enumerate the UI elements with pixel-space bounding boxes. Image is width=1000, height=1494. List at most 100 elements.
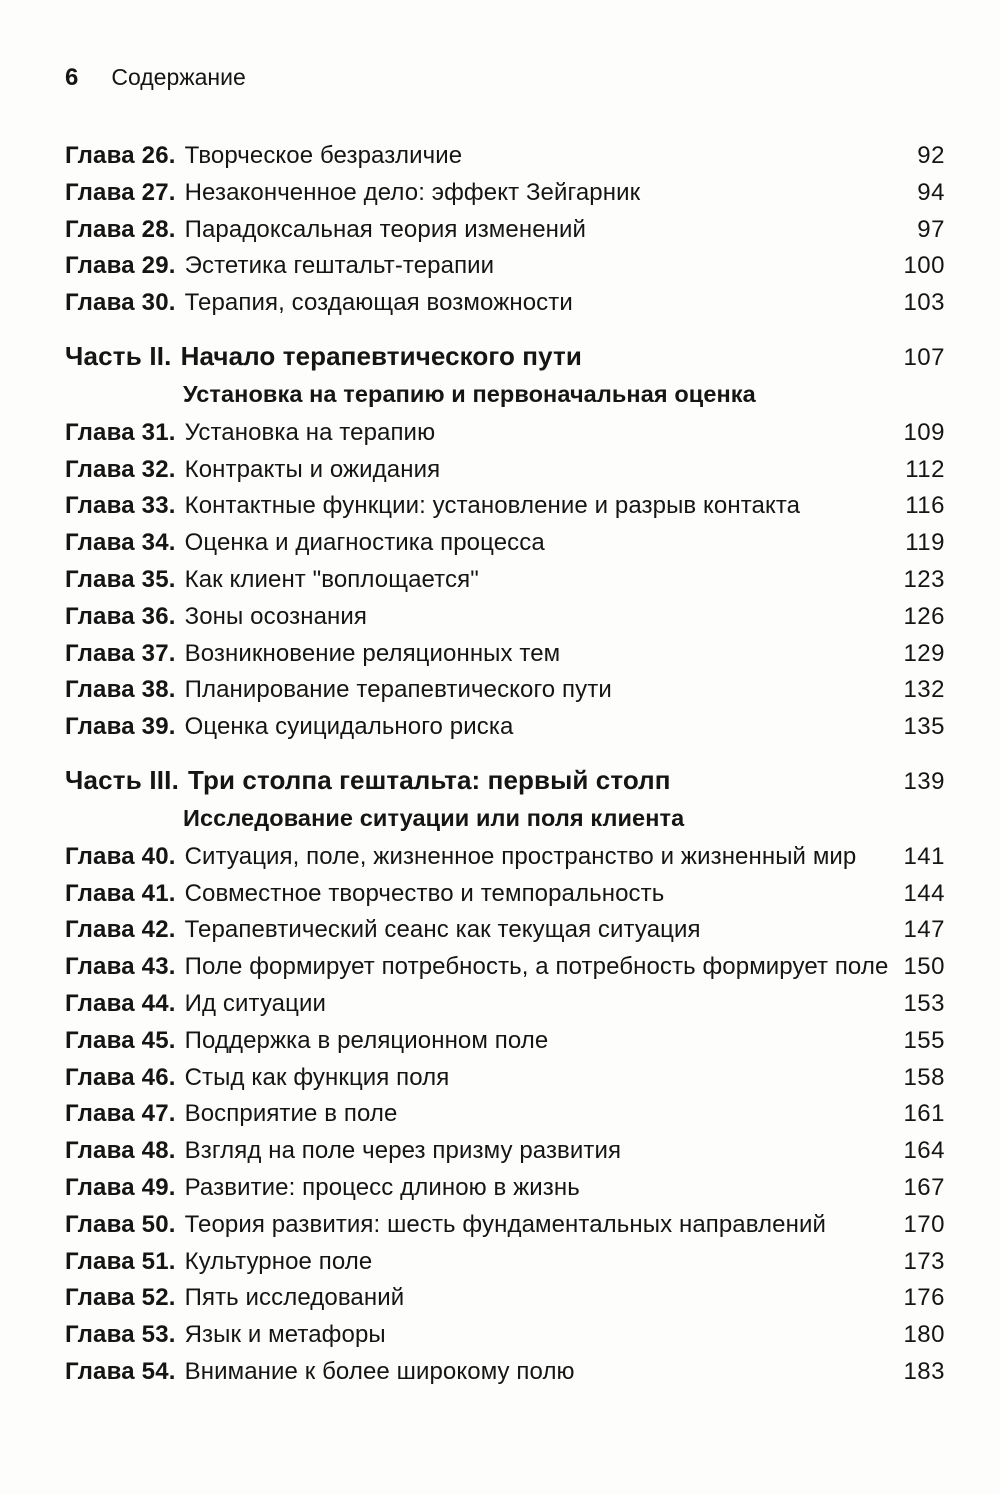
toc-chapter-row: Глава 43. Поле формирует потребность, а п…: [65, 949, 945, 986]
chapter-entry-text: Глава 34. Оценка и диагностика процесса: [65, 525, 545, 562]
chapter-page-number: 92: [917, 142, 945, 169]
chapter-label: Глава 27.: [65, 178, 176, 206]
chapter-label: Глава 31.: [65, 418, 176, 446]
chapter-page-number: 176: [903, 1284, 945, 1312]
chapter-title: Парадоксальная теория изменений: [184, 215, 587, 243]
toc-chapter-row: Глава 46. Стыд как функция поля 158: [65, 1060, 945, 1097]
chapter-entry-text: Глава 45. Поддержка в реляционном поле: [65, 1023, 548, 1060]
chapter-title: Поле формирует потребность, а потребност…: [184, 953, 889, 981]
header-page-number: 6: [65, 64, 79, 91]
part-subtitle: Исследование ситуации или поля клиента: [183, 804, 685, 831]
chapter-title: Совместное творчество и темпоральность: [184, 879, 665, 907]
chapter-title: Эстетика гештальт-терапии: [184, 252, 495, 280]
chapter-entry-text: Глава 50. Теория развития: шесть фундамен…: [65, 1207, 826, 1244]
header-title: Содержание: [111, 64, 246, 90]
chapter-title: Пять исследований: [184, 1284, 405, 1312]
chapter-label: Глава 52.: [65, 1284, 176, 1312]
chapter-title: Теория развития: шесть фундаментальных н…: [184, 1210, 826, 1238]
toc-chapter-row: Глава 53. Язык и метафоры 180: [65, 1317, 945, 1354]
chapter-page-number: 150: [903, 953, 945, 981]
chapter-page-number: 161: [903, 1100, 945, 1128]
toc-chapter-row: Глава 30. Терапия, создающая возможности …: [65, 285, 945, 322]
chapter-entry-text: Глава 36. Зоны осознания: [65, 599, 367, 636]
chapter-page-number: 173: [903, 1247, 945, 1275]
chapter-page-number: 119: [905, 529, 945, 557]
chapter-title: Возникновение реляционных тем: [184, 639, 561, 667]
part-entry-text: Часть II. Начало терапевтического пути: [65, 338, 582, 377]
chapter-entry-text: Глава 40. Ситуация, поле, жизненное прост…: [65, 839, 856, 876]
chapter-entry-text: Глава 48. Взгляд на поле через призму раз…: [65, 1133, 621, 1170]
chapter-label: Глава 45.: [65, 1026, 176, 1054]
chapter-label: Глава 37.: [65, 639, 176, 667]
toc-part-block: Часть III. Три столпа гештальта: первый с…: [65, 762, 945, 835]
chapter-title: Как клиент "воплощается": [184, 565, 479, 593]
toc-chapter-row: Глава 50. Теория развития: шесть фундамен…: [65, 1207, 945, 1244]
toc-chapter-row: Глава 33. Контактные функции: установлени…: [65, 488, 945, 525]
chapter-entry-text: Глава 52. Пять исследований: [65, 1280, 404, 1317]
chapter-page-number: 116: [905, 492, 945, 520]
toc-chapter-row: Глава 34. Оценка и диагностика процесса 1…: [65, 525, 945, 562]
chapter-entry-text: Глава 27. Незаконченное дело: эффект Зейг…: [65, 175, 640, 212]
toc-chapter-row: Глава 26. Творческое безразличие 92: [65, 138, 945, 175]
chapter-page-number: 153: [903, 989, 945, 1017]
chapter-title: Планирование терапевтического пути: [184, 676, 612, 704]
chapter-page-number: 135: [903, 713, 945, 741]
chapter-title: Контактные функции: установление и разры…: [184, 492, 801, 520]
chapter-entry-text: Глава 30. Терапия, создающая возможности: [65, 285, 573, 322]
chapter-title: Оценка суицидального риска: [184, 713, 514, 741]
chapter-label: Глава 39.: [65, 713, 176, 741]
chapter-page-number: 94: [917, 178, 945, 206]
chapter-entry-text: Глава 43. Поле формирует потребность, а п…: [65, 949, 888, 986]
toc-chapter-row: Глава 49. Развитие: процесс длиною в жизн…: [65, 1170, 945, 1207]
chapter-page-number: 147: [903, 916, 945, 944]
chapter-page-number: 158: [903, 1063, 945, 1091]
table-of-contents: Глава 26. Творческое безразличие 92 Глава…: [65, 138, 945, 1391]
chapter-title: Ид ситуации: [184, 989, 326, 1017]
page-header: 6 Содержание: [65, 64, 945, 92]
chapter-label: Глава 29.: [65, 252, 176, 280]
chapter-label: Глава 48.: [65, 1137, 176, 1165]
part-title: Три столпа гештальта: первый столп: [188, 764, 671, 795]
chapter-entry-text: Глава 33. Контактные функции: установлени…: [65, 488, 800, 525]
chapter-label: Глава 51.: [65, 1247, 176, 1275]
chapter-page-number: 144: [903, 879, 945, 907]
chapter-page-number: 180: [903, 1321, 945, 1349]
toc-chapter-row: Глава 41. Совместное творчество и темпора…: [65, 876, 945, 913]
chapter-page-number: 167: [903, 1173, 945, 1201]
chapter-title: Восприятие в поле: [184, 1100, 398, 1128]
chapter-title: Развитие: процесс длиною в жизнь: [184, 1173, 580, 1201]
toc-chapter-row: Глава 28. Парадоксальная теория изменений…: [65, 212, 945, 249]
chapter-label: Глава 54.: [65, 1357, 176, 1385]
chapter-entry-text: Глава 29. Эстетика гештальт-терапии: [65, 248, 494, 285]
toc-chapter-row: Глава 44. Ид ситуации 153: [65, 986, 945, 1023]
chapter-entry-text: Глава 26. Творческое безразличие: [65, 138, 462, 175]
chapter-entry-text: Глава 41. Совместное творчество и темпора…: [65, 876, 664, 913]
chapter-title: Терапевтический сеанс как текущая ситуац…: [184, 916, 701, 944]
chapter-title: Взгляд на поле через призму развития: [184, 1137, 622, 1165]
chapter-title: Зоны осознания: [184, 602, 367, 630]
chapter-label: Глава 49.: [65, 1173, 176, 1201]
chapter-entry-text: Глава 47. Восприятие в поле: [65, 1096, 397, 1133]
chapter-title: Культурное поле: [184, 1247, 373, 1275]
chapter-page-number: 164: [903, 1137, 945, 1165]
chapter-title: Оценка и диагностика процесса: [184, 529, 545, 557]
chapter-page-number: 170: [903, 1210, 945, 1238]
chapter-label: Глава 32.: [65, 455, 176, 483]
chapter-label: Глава 53.: [65, 1321, 176, 1349]
chapter-page-number: 109: [903, 418, 945, 446]
chapter-entry-text: Глава 42. Терапевтический сеанс как текущ…: [65, 912, 701, 949]
chapter-title: Стыд как функция поля: [184, 1063, 450, 1091]
chapter-label: Глава 44.: [65, 989, 176, 1017]
chapter-page-number: 183: [903, 1357, 945, 1385]
toc-chapter-row: Глава 42. Терапевтический сеанс как текущ…: [65, 912, 945, 949]
chapter-label: Глава 40.: [65, 842, 176, 870]
chapter-entry-text: Глава 35. Как клиент "воплощается": [65, 562, 479, 599]
toc-chapter-row: Глава 37. Возникновение реляционных тем 1…: [65, 636, 945, 673]
part-subtitle: Установка на терапию и первоначальная оц…: [183, 380, 756, 407]
chapter-label: Глава 30.: [65, 289, 176, 317]
part-title: Начало терапевтического пути: [180, 340, 582, 371]
chapter-label: Глава 47.: [65, 1100, 176, 1128]
chapter-page-number: 123: [903, 565, 945, 593]
chapter-label: Глава 50.: [65, 1210, 176, 1238]
chapter-page-number: 97: [917, 215, 945, 243]
